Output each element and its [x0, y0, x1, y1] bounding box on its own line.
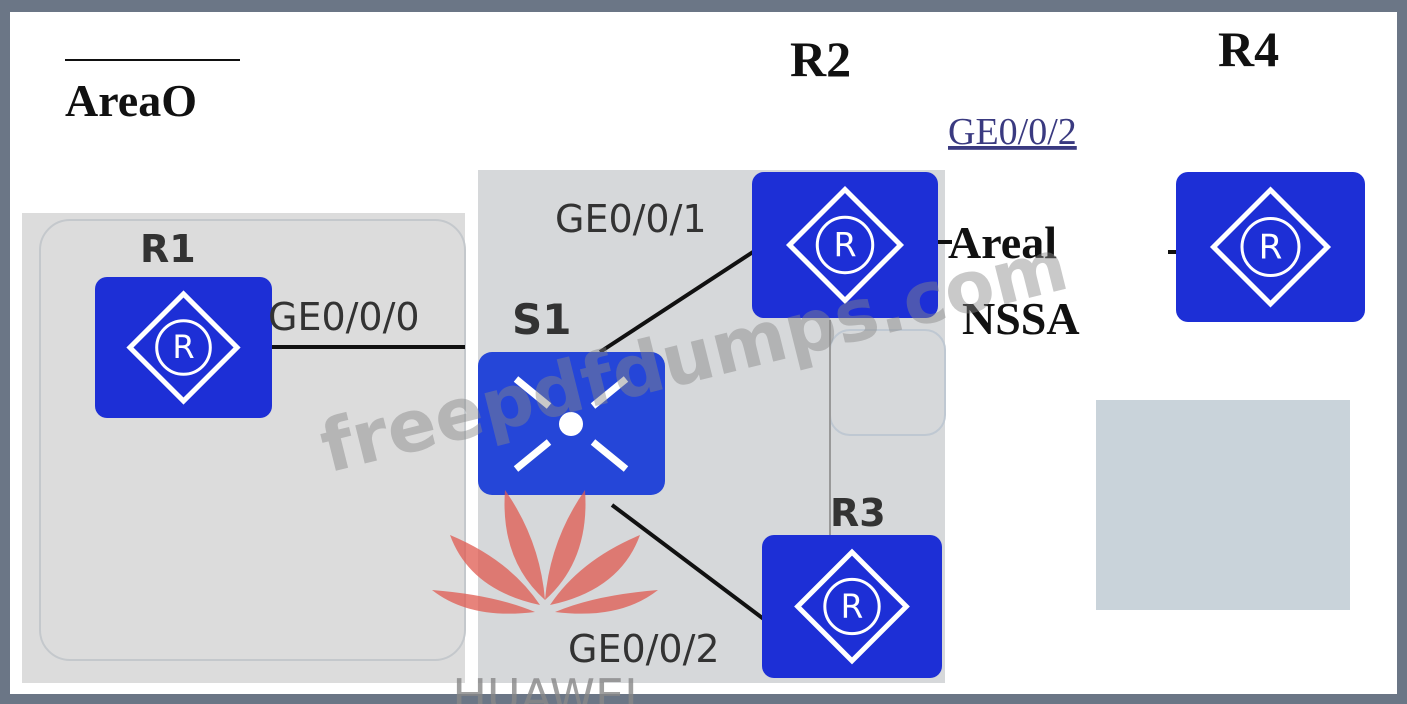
area-label: AreaO	[65, 75, 197, 126]
interface-label: GE0/0/1	[555, 197, 707, 241]
router-icon: R	[762, 535, 942, 678]
interface-label: GE0/0/2	[568, 627, 720, 671]
router-icon: R	[1176, 172, 1365, 322]
router-letter: R	[1259, 227, 1283, 267]
node-label: R1	[140, 227, 196, 271]
router-icon: R	[95, 277, 272, 418]
router-letter: R	[841, 587, 864, 625]
node-label: S1	[512, 295, 571, 344]
node-label: R4	[1218, 21, 1279, 77]
blurred-panel	[1096, 400, 1350, 610]
node-label: R2	[790, 31, 851, 87]
watermark: HUAWEI	[452, 669, 637, 704]
node-label: R3	[830, 491, 886, 535]
router-letter: R	[172, 328, 194, 366]
router-letter: R	[833, 225, 856, 264]
diagram: R R R R AreaO R2 R4 GE0/0/2 R1 GE0/0/0 GE0/…	[0, 0, 1407, 704]
page: R R R R AreaO R2 R4 GE0/0/2 R1 GE0/0/0 GE0/…	[0, 0, 1407, 704]
interface-label: GE0/0/2	[948, 111, 1077, 153]
interface-label: GE0/0/0	[268, 295, 420, 339]
